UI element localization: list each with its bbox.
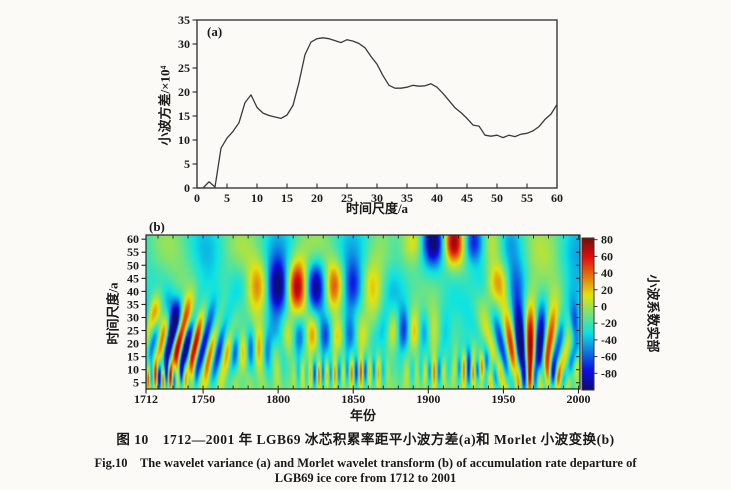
panel-b-x-axis-label: 年份 xyxy=(349,408,376,423)
svg-text:40: 40 xyxy=(127,284,139,298)
svg-text:2000: 2000 xyxy=(566,392,590,406)
svg-text:40: 40 xyxy=(601,266,613,280)
svg-text:15: 15 xyxy=(178,109,190,123)
axes-and-curve-svg: 0 5 10 15 20 25 30 35 40 45 50 55 600510152025303551… xyxy=(127,13,617,406)
panel-a-letter: (a) xyxy=(207,24,223,39)
svg-text:1712: 1712 xyxy=(134,392,158,406)
svg-text:15: 15 xyxy=(127,350,139,364)
morlet-wavelet-heatmap xyxy=(146,235,580,389)
svg-text:50: 50 xyxy=(491,191,503,205)
svg-text:25: 25 xyxy=(178,61,190,75)
svg-text:80: 80 xyxy=(601,233,613,247)
colorbar-label: 小波系数实部 xyxy=(645,274,661,353)
svg-text:1750: 1750 xyxy=(191,392,215,406)
svg-text:10: 10 xyxy=(178,133,190,147)
svg-text:20: 20 xyxy=(127,337,139,351)
svg-text:-20: -20 xyxy=(601,316,617,330)
caption-english-line2: LGB69 ice core from 1712 to 2001 xyxy=(274,471,457,485)
svg-text:1950: 1950 xyxy=(491,392,515,406)
svg-text:-60: -60 xyxy=(601,350,617,364)
svg-text:25: 25 xyxy=(127,324,139,338)
svg-text:40: 40 xyxy=(431,191,443,205)
svg-text:1850: 1850 xyxy=(341,392,365,406)
svg-text:30: 30 xyxy=(371,191,383,205)
svg-text:10: 10 xyxy=(127,363,139,377)
svg-text:20: 20 xyxy=(601,283,613,297)
svg-text:0: 0 xyxy=(601,299,607,313)
svg-text:55: 55 xyxy=(521,191,533,205)
colorbar-gradient xyxy=(582,238,594,390)
svg-text:-80: -80 xyxy=(601,366,617,380)
svg-text:50: 50 xyxy=(127,258,139,272)
colorbar-frame: 80 60 40 20 0 -20 -40 -60 -80 xyxy=(581,233,617,391)
svg-text:0: 0 xyxy=(184,181,190,195)
svg-text:25: 25 xyxy=(341,191,353,205)
svg-text:45: 45 xyxy=(461,191,473,205)
svg-text:10: 10 xyxy=(251,191,263,205)
svg-text:15: 15 xyxy=(281,191,293,205)
svg-text:30: 30 xyxy=(178,37,190,51)
caption-english-line1: Fig.10 The wavelet variance (a) and Morl… xyxy=(94,456,637,470)
svg-text:55: 55 xyxy=(127,245,139,259)
svg-text:-40: -40 xyxy=(601,333,617,347)
panel-a-y-axis-label: 小波方差/×10⁴ xyxy=(157,65,173,146)
svg-text:5: 5 xyxy=(184,157,190,171)
svg-text:35: 35 xyxy=(127,297,139,311)
svg-text:1800: 1800 xyxy=(266,392,290,406)
panel-b-y-axis-label: 时间尺度/a xyxy=(105,282,121,345)
caption-chinese: 图 10 1712—2001 年 LGB69 冰芯积累率距平小波方差(a)和 M… xyxy=(116,432,615,447)
svg-text:5: 5 xyxy=(133,376,139,390)
panel-a-frame: 0 5 10 15 20 25 30 35 40 45 50 55 60 0 5 10 15 20 25 30 35 xyxy=(178,13,563,205)
panel-b-letter: (b) xyxy=(149,219,165,234)
svg-text:60: 60 xyxy=(127,232,139,246)
svg-text:1900: 1900 xyxy=(416,392,440,406)
svg-text:45: 45 xyxy=(127,271,139,285)
svg-text:0: 0 xyxy=(194,191,200,205)
svg-text:20: 20 xyxy=(311,191,323,205)
svg-text:35: 35 xyxy=(401,191,413,205)
svg-text:5: 5 xyxy=(224,191,230,205)
panel-a-x-axis-label: 时间尺度/a xyxy=(345,201,409,216)
svg-text:60: 60 xyxy=(551,191,563,205)
svg-text:60: 60 xyxy=(601,249,613,263)
svg-text:20: 20 xyxy=(178,85,190,99)
wavelet-variance-curve xyxy=(197,37,558,189)
svg-text:30: 30 xyxy=(127,310,139,324)
svg-text:35: 35 xyxy=(178,13,190,27)
